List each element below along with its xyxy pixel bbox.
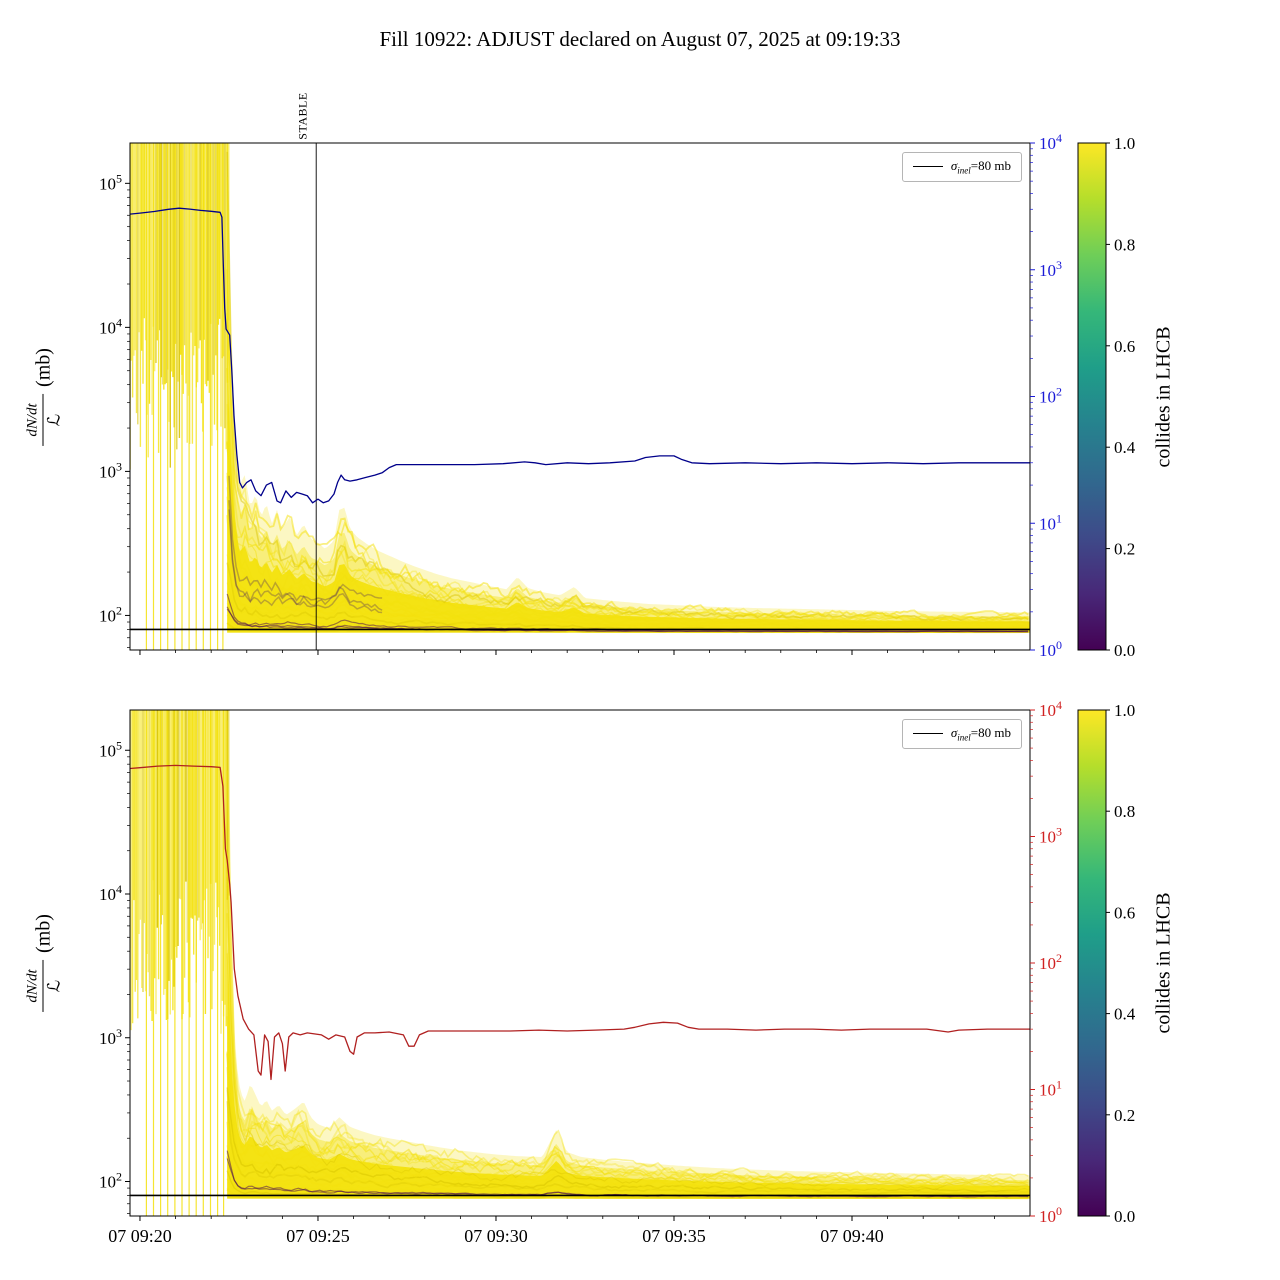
legend-line-sample <box>912 733 943 735</box>
legend-bottom: σinel=80 mb <box>901 719 1022 749</box>
legend-value: =80 mb <box>970 725 1011 740</box>
svg-text:101: 101 <box>1039 511 1062 533</box>
svg-text:102: 102 <box>1039 951 1062 973</box>
legend-label: σinel=80 mb <box>951 725 1011 743</box>
y-axis-unit: (mb) <box>32 914 55 953</box>
fraction-denominator: ℒ <box>44 413 64 427</box>
svg-text:0.8: 0.8 <box>1114 235 1135 254</box>
svg-text:07 09:30: 07 09:30 <box>464 1226 528 1246</box>
fraction-numerator: dN/dt <box>24 403 41 437</box>
svg-text:0.8: 0.8 <box>1114 802 1135 821</box>
legend-value: =80 mb <box>970 158 1011 173</box>
svg-text:07 09:40: 07 09:40 <box>820 1226 884 1246</box>
legend-label: σinel=80 mb <box>951 158 1011 176</box>
svg-text:100: 100 <box>1039 1204 1062 1226</box>
y-axis-label-bottom: dN/dt ℒ (mb) <box>24 914 64 1012</box>
y-axis-unit: (mb) <box>32 348 55 387</box>
svg-text:103: 103 <box>99 1026 122 1048</box>
sigma-subscript: inel <box>957 165 971 176</box>
svg-text:102: 102 <box>1039 385 1062 407</box>
svg-text:0.6: 0.6 <box>1114 903 1135 922</box>
chart-title: Fill 10922: ADJUST declared on August 07… <box>379 27 901 51</box>
legend-line-sample <box>912 166 943 168</box>
sigma-subscript: inel <box>957 732 971 743</box>
svg-text:0.4: 0.4 <box>1114 1005 1136 1024</box>
colorbar-label-bottom: collides in LHCB <box>1152 892 1175 1034</box>
svg-text:0.2: 0.2 <box>1114 1106 1135 1125</box>
fraction: dN/dt ℒ <box>24 959 64 1012</box>
legend-top: σinel=80 mb <box>901 152 1022 182</box>
y-axis-label-top: dN/dt ℒ (mb) <box>24 348 64 446</box>
svg-text:104: 104 <box>99 882 122 904</box>
sigma-symbol: σ <box>950 158 958 173</box>
svg-text:102: 102 <box>99 1170 122 1192</box>
svg-text:0.6: 0.6 <box>1114 337 1135 356</box>
fraction-numerator: dN/dt <box>24 969 41 1003</box>
sigma-symbol: σ <box>950 725 958 740</box>
svg-text:100: 100 <box>1039 638 1062 660</box>
svg-text:103: 103 <box>1039 258 1062 280</box>
svg-text:0.4: 0.4 <box>1114 438 1136 457</box>
svg-text:103: 103 <box>99 459 122 481</box>
colorbar-label-top: collides in LHCB <box>1152 326 1175 468</box>
svg-text:0.2: 0.2 <box>1114 540 1135 559</box>
svg-text:101: 101 <box>1039 1078 1062 1100</box>
fraction-denominator: ℒ <box>44 979 64 993</box>
svg-text:07 09:35: 07 09:35 <box>642 1226 706 1246</box>
stable-annotation: STABLE <box>295 92 310 140</box>
svg-text:07 09:25: 07 09:25 <box>286 1226 350 1246</box>
svg-text:1.0: 1.0 <box>1114 134 1135 153</box>
svg-text:0.0: 0.0 <box>1114 641 1135 660</box>
svg-text:102: 102 <box>99 603 122 625</box>
svg-text:1.0: 1.0 <box>1114 701 1135 720</box>
svg-text:104: 104 <box>1039 698 1062 720</box>
svg-text:104: 104 <box>1039 131 1062 153</box>
svg-text:104: 104 <box>99 315 122 337</box>
svg-text:07 09:20: 07 09:20 <box>108 1226 172 1246</box>
svg-text:0.0: 0.0 <box>1114 1207 1135 1226</box>
svg-text:105: 105 <box>99 738 122 760</box>
svg-text:103: 103 <box>1039 825 1062 847</box>
svg-text:105: 105 <box>99 171 122 193</box>
fraction: dN/dt ℒ <box>24 393 64 446</box>
